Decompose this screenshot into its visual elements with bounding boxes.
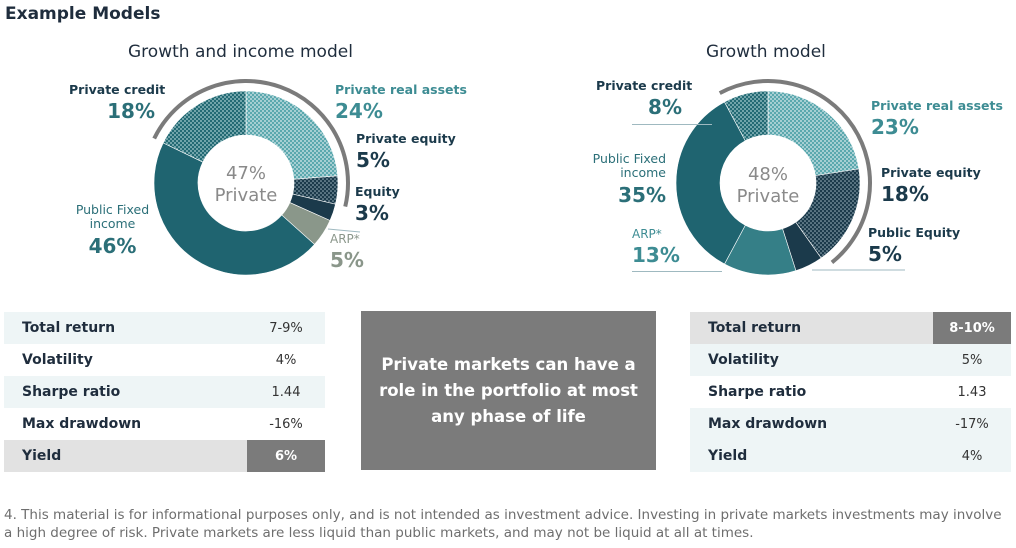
slice-value: 23%: [871, 115, 919, 139]
stat-label: Sharpe ratio: [4, 376, 247, 408]
stat-label: Volatility: [690, 344, 933, 376]
label-equity: Equity 3%: [355, 184, 400, 225]
table-row: Sharpe ratio 1.43: [690, 376, 1011, 408]
slice-value: 3%: [355, 201, 389, 225]
slice-private-credit: [162, 90, 247, 163]
label-public-equity-right: Public Equity 5%: [868, 225, 961, 266]
slice-value: 5%: [868, 242, 902, 266]
table-row: Max drawdown -16%: [4, 408, 325, 440]
table-row: Volatility 5%: [690, 344, 1011, 376]
slice-name: Private credit: [596, 78, 693, 93]
chart-title-growth-income: Growth and income model: [128, 42, 353, 62]
center-text-right: 48% Private: [718, 164, 818, 208]
donut-growth: [675, 79, 872, 276]
stat-label: Sharpe ratio: [708, 384, 807, 400]
stat-value: 5%: [933, 344, 1011, 376]
label-arp-right: ARP* 13%: [632, 227, 680, 266]
stat-value: -16%: [269, 416, 303, 432]
slice-private-real-assets: [767, 90, 860, 176]
stat-value: 7-9%: [247, 312, 325, 344]
stat-value: 6%: [247, 440, 325, 472]
slice-value: 35%: [618, 183, 666, 207]
stat-label: Yield: [4, 440, 247, 472]
stat-value: 1.43: [957, 384, 987, 400]
slice-value: 46%: [88, 234, 137, 258]
donut-growth-income: [152, 79, 350, 276]
label-private-credit: Private credit 18%: [69, 82, 166, 123]
slice-name: Private credit: [69, 82, 166, 97]
slice-name: Private equity: [356, 131, 456, 146]
label-private-real-assets: Private real assets 24%: [335, 82, 467, 123]
slice-name: Equity: [355, 184, 400, 199]
slice-value: 5%: [356, 148, 390, 172]
table-row: Sharpe ratio 1.44: [4, 376, 325, 408]
label-public-fixed-income: Public Fixed income 46%: [60, 202, 165, 258]
stat-label: Volatility: [22, 352, 93, 368]
slice-name: Public Fixed income: [75, 202, 150, 231]
stat-value: 4%: [933, 440, 1011, 472]
slice-value: 24%: [335, 99, 383, 123]
center-text-left: 47% Private: [196, 163, 296, 207]
underline-arp: [632, 271, 722, 272]
footnote: 4. This material is for informational pu…: [4, 507, 1002, 541]
label-arp: ARP* 5%: [330, 232, 364, 271]
message-text: Private markets can have a role in the p…: [379, 354, 638, 426]
private-allocation-arc: [152, 79, 350, 208]
label-private-equity: Private equity 5%: [356, 131, 456, 172]
underline-private-credit: [632, 124, 712, 125]
stat-label: Total return: [4, 312, 247, 344]
center-percent: 48%: [747, 164, 788, 185]
leader-line-equity: [327, 228, 361, 233]
stat-value: 8-10%: [933, 312, 1011, 344]
label-private-credit-right: Private credit 8%: [596, 78, 693, 119]
page-title: Example Models: [5, 4, 161, 24]
slice-name: Private equity: [881, 165, 981, 180]
slice-name: ARP*: [632, 227, 662, 241]
slice-private-credit: [724, 90, 769, 142]
slice-value: 18%: [107, 99, 155, 123]
slice-name: Public Equity: [868, 225, 961, 240]
donut-charts: [152, 79, 905, 276]
stat-value: 4%: [275, 352, 297, 368]
stats-table-growth-income: Total return 7-9% Volatility 4% Sharpe rat…: [4, 312, 325, 472]
center-label: Private: [736, 186, 800, 207]
slice-value: 5%: [330, 248, 364, 272]
label-public-fixed-income-right: Public Fixed income 35%: [584, 151, 666, 207]
message-box: Private markets can have a role in the p…: [361, 311, 656, 470]
stat-value: 1.44: [247, 376, 325, 408]
slice-name: Private real assets: [871, 98, 1003, 113]
table-row: Total return 8-10%: [690, 312, 1011, 344]
slice-name: Private real assets: [335, 82, 467, 97]
stat-label: Yield: [690, 440, 933, 472]
chart-title-growth: Growth model: [706, 42, 826, 62]
slice-value: 18%: [881, 182, 929, 206]
table-row: Yield 6%: [4, 440, 325, 472]
slice-value: 13%: [632, 243, 680, 267]
stats-table-growth: Total return 8-10% Volatility 5% Sharpe ra…: [690, 312, 1011, 472]
slice-public-fixed-income: [675, 101, 746, 265]
slice-name: Public Fixed income: [592, 151, 666, 180]
table-row: Yield 4%: [690, 440, 1011, 472]
stat-label: Max drawdown: [22, 416, 142, 432]
table-row: Total return 7-9%: [4, 312, 325, 344]
slice-name: ARP*: [330, 232, 360, 246]
stat-value: -17%: [933, 408, 1011, 440]
table-row: Volatility 4%: [4, 344, 325, 376]
private-allocation-arc: [718, 79, 872, 265]
stat-label: Max drawdown: [690, 408, 933, 440]
label-private-equity-right: Private equity 18%: [881, 165, 981, 206]
stat-label: Total return: [690, 312, 933, 344]
center-label: Private: [214, 185, 278, 206]
label-private-real-assets-right: Private real assets 23%: [871, 98, 1003, 139]
center-percent: 47%: [225, 163, 266, 184]
slice-value: 8%: [648, 95, 682, 119]
table-row: Max drawdown -17%: [690, 408, 1011, 440]
slice-public-fixed-income: [153, 142, 315, 276]
slice-private-real-assets: [245, 90, 339, 180]
